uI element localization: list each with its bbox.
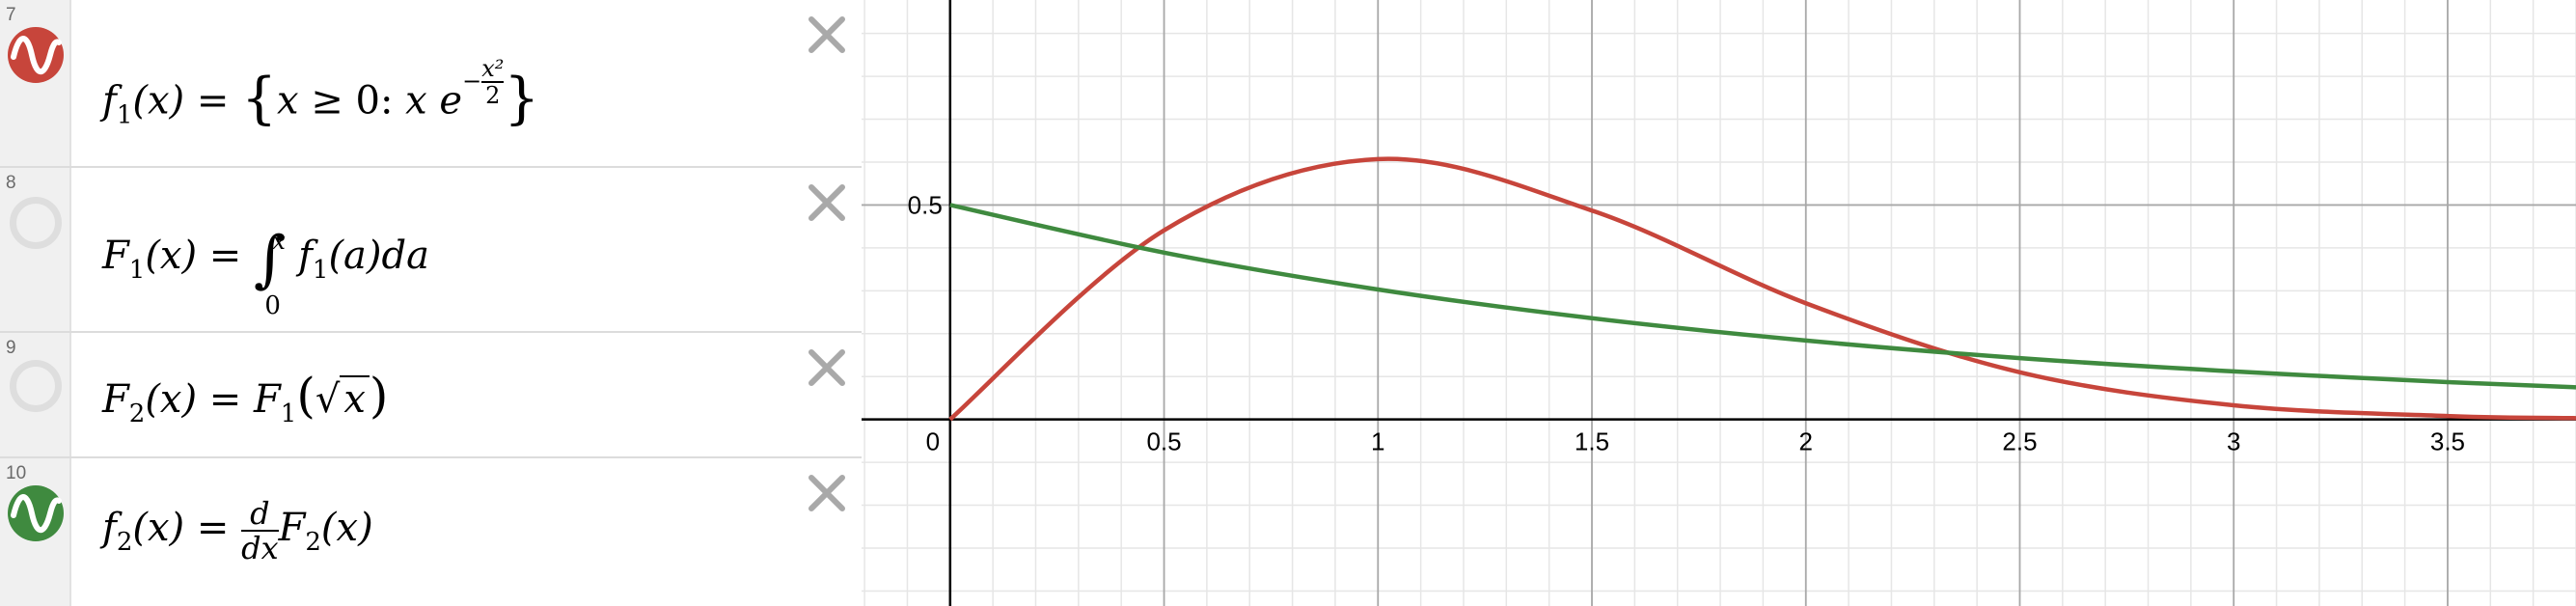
expression-formula[interactable]: F2(x) = F1(√ x) (102, 368, 389, 428)
expression-list: 7 f1(x) = {x ≥ 0: x e−x² 2} 8 F1(x) = ∫ x 0… (0, 0, 862, 606)
expression-gutter: 9 (0, 333, 71, 456)
delete-expression-icon[interactable] (806, 346, 848, 389)
expression-formula[interactable]: f1(x) = {x ≥ 0: x e−x² 2} (102, 55, 540, 131)
x-tick-label: 2.5 (2002, 427, 2037, 456)
expression-number: 8 (6, 173, 16, 193)
x-tick-label: 2 (1799, 427, 1813, 456)
expression-row-8[interactable]: 8 F1(x) = ∫ x 0 f1(a)da (0, 168, 862, 333)
x-tick-label: 0 (926, 427, 940, 456)
x-tick-label: 3 (2227, 427, 2240, 456)
axes (862, 0, 2576, 606)
sine-wave-icon (8, 485, 64, 541)
expression-gutter: 10 (0, 458, 71, 606)
expression-number: 9 (6, 338, 16, 358)
graph-canvas[interactable]: 0 0.5 1 1.5 2 2.5 3 3.5 0.5 (862, 0, 2576, 606)
hidden-toggle-button[interactable] (10, 197, 62, 249)
delete-expression-icon[interactable] (806, 181, 848, 224)
y-tick-label: 0.5 (908, 190, 943, 219)
curve-f1 (948, 156, 2576, 422)
curves (948, 156, 2576, 422)
delete-expression-icon[interactable] (806, 14, 848, 56)
color-toggle-button[interactable] (8, 485, 64, 541)
sine-wave-icon (8, 27, 64, 83)
expression-number: 10 (6, 463, 27, 483)
x-tick-label: 3.5 (2430, 427, 2465, 456)
x-tick-label: 1.5 (1575, 427, 1609, 456)
hidden-toggle-button[interactable] (10, 360, 62, 412)
curve-f2 (949, 203, 2576, 390)
expression-row-7[interactable]: 7 f1(x) = {x ≥ 0: x e−x² 2} (0, 0, 862, 168)
expression-row-9[interactable]: 9 F2(x) = F1(√ x) (0, 333, 862, 458)
minor-grid (862, 0, 2576, 606)
expression-number: 7 (6, 5, 16, 25)
x-tick-label: 1 (1371, 427, 1384, 456)
expression-row-10[interactable]: 10 f2(x) = d dx F2(x) (0, 458, 862, 606)
x-tick-label: 0.5 (1146, 427, 1181, 456)
expression-gutter: 8 (0, 168, 71, 331)
tick-labels: 0 0.5 1 1.5 2 2.5 3 3.5 0.5 (908, 190, 2465, 455)
expression-formula[interactable]: f2(x) = d dx F2(x) (102, 495, 373, 566)
delete-expression-icon[interactable] (806, 472, 848, 514)
expression-gutter: 7 (0, 0, 71, 166)
expression-formula[interactable]: F1(x) = ∫ x 0 f1(a)da (102, 224, 429, 320)
color-toggle-button[interactable] (8, 27, 64, 83)
